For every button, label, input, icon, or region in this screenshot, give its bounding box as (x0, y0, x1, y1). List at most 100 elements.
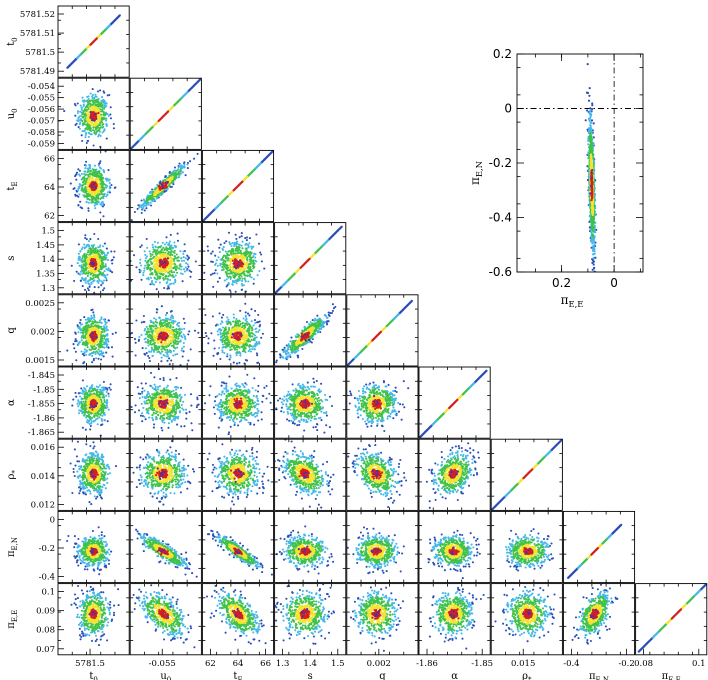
sample-point (164, 351, 168, 354)
sample-point (232, 250, 235, 253)
sample-point (218, 277, 221, 280)
sample-point (235, 273, 238, 276)
sample-point (93, 345, 96, 348)
sample-point (143, 267, 146, 270)
sample-point (81, 276, 84, 279)
sample-point (150, 327, 153, 331)
sample-point (100, 316, 103, 319)
sample-point (83, 316, 86, 319)
sample-point (86, 105, 89, 109)
sample-point (246, 274, 249, 277)
sample-point (183, 270, 186, 273)
sample-point (104, 177, 107, 180)
sample-point (66, 349, 69, 352)
sample-point (77, 168, 80, 171)
sample-point (172, 354, 175, 357)
sample-point (82, 100, 85, 103)
sample-point (251, 264, 254, 268)
sample-point (167, 268, 171, 271)
sample-point (87, 289, 90, 292)
sample-point (148, 250, 151, 253)
sample-point (189, 160, 192, 163)
sample-point (231, 279, 234, 282)
y-tick-label: 0.0025 (25, 299, 55, 309)
sample-point (92, 40, 95, 43)
sample-point (243, 274, 246, 277)
sample-point (80, 108, 83, 111)
best-sample-point (231, 259, 234, 262)
sample-point (84, 120, 87, 123)
sample-point (91, 246, 95, 249)
sample-point (180, 259, 183, 263)
sample-point (182, 268, 186, 271)
sample-point (95, 321, 98, 324)
sample-point (229, 262, 232, 265)
sample-point (102, 279, 106, 282)
sample-point (176, 322, 180, 325)
sample-point (85, 131, 88, 135)
sample-point (175, 271, 179, 274)
sample-point (249, 260, 252, 263)
sample-point (146, 327, 149, 330)
sample-point (146, 246, 149, 249)
sample-point (171, 337, 174, 340)
sample-point (106, 191, 109, 194)
sample-point (159, 319, 162, 322)
sample-point (143, 250, 146, 253)
sample-point (152, 322, 155, 325)
sample-point (240, 288, 244, 291)
sample-point (113, 186, 116, 189)
sample-point (213, 272, 216, 275)
sample-point (142, 314, 145, 318)
sample-point (100, 327, 103, 330)
sample-point (249, 266, 252, 269)
sample-point (124, 154, 126, 156)
sample-point (165, 345, 168, 348)
sample-point (179, 165, 182, 168)
sample-point (156, 277, 159, 280)
sample-point (249, 273, 252, 276)
sample-point (221, 256, 225, 259)
sample-point (237, 252, 240, 255)
sample-point (102, 107, 106, 110)
panel-frame (201, 222, 275, 295)
sample-point (228, 254, 231, 257)
sample-point (183, 243, 186, 246)
sample-point (218, 251, 221, 254)
best-sample-point (235, 259, 238, 262)
sample-point (101, 182, 105, 185)
sample-point (155, 252, 158, 256)
sample-point (236, 270, 240, 273)
sample-point (109, 106, 112, 109)
sample-point (271, 295, 273, 297)
sample-point (100, 201, 103, 204)
sample-point (229, 242, 232, 246)
sample-point (215, 259, 218, 262)
sample-point (149, 252, 152, 255)
sample-point (173, 249, 176, 252)
sample-point (139, 246, 142, 249)
sample-point (142, 271, 145, 274)
sample-point (157, 330, 160, 333)
sample-point (84, 281, 87, 284)
sample-point (240, 232, 243, 235)
sample-point (159, 269, 162, 272)
best-sample-point (159, 181, 162, 184)
sample-point (79, 250, 82, 253)
sample-point (174, 336, 177, 339)
sample-point (94, 352, 97, 356)
sample-point (248, 268, 251, 271)
sample-point (84, 278, 87, 281)
sample-point (170, 344, 174, 347)
sample-point (103, 171, 106, 174)
sample-point (169, 185, 172, 189)
sample-point (81, 130, 84, 133)
sample-point (92, 357, 95, 360)
sample-point (89, 100, 92, 103)
sample-point (156, 308, 159, 311)
sample-point (139, 204, 142, 208)
sample-point (177, 176, 180, 179)
